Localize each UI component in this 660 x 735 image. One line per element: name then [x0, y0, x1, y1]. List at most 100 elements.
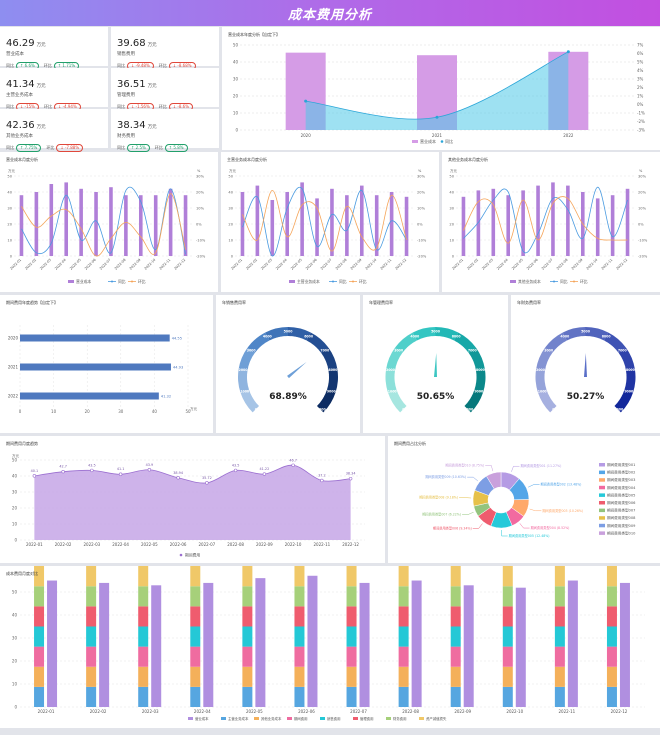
y-tick-label: 2020 [8, 336, 19, 341]
gauge-needle [584, 353, 587, 378]
stack-segment [86, 586, 97, 607]
y2-unit-label: % [418, 169, 422, 173]
y-tick-label: 10 [228, 239, 233, 243]
data-label: 期间费用类型005 (12.48%) [509, 533, 550, 538]
y2-tick-label: 10% [638, 207, 647, 211]
bar [515, 587, 526, 707]
gauge-admin: 0 1000 2000 3000 4000 5000 6000 7000 8000 9000 100… [385, 327, 486, 413]
panel-period-share: 期间费用占比分析 期间费用类型001 (11.27%) 期间费用类型002 (13… [388, 436, 660, 563]
label-leader [467, 476, 478, 482]
gauge-tick [249, 362, 252, 364]
y-tick-label: 20 [449, 223, 454, 227]
x-tick-label: 2022-03 [260, 258, 273, 271]
gauge-tick [546, 387, 552, 390]
x-tick-label: 2022-01 [9, 258, 22, 271]
panel-gauge-admin: 年管理费用率 0 1000 2000 3000 4000 5000 6000 7000 8000… [363, 295, 508, 433]
mom-label: 环比 [43, 63, 52, 68]
x-tick-label: 30 [118, 409, 124, 414]
gauge-arc [395, 332, 417, 353]
legend-label: 主营业务成本 [297, 279, 320, 284]
gauge-arc [412, 327, 436, 341]
stack-segment [86, 666, 97, 687]
gauge-tick-label: 5000 [581, 330, 591, 334]
x-tick-label: 2022-03 [39, 258, 52, 271]
x-tick-label: 2022-12 [615, 258, 628, 271]
x-tick-label: 2022-06 [526, 258, 539, 271]
main-cost-chart: 万元 % 0 10 20 30 40 50 -20% -10% 0% 10% 20% 30% 2022-01… [228, 169, 426, 284]
legend-label: 环比 [359, 279, 367, 284]
legend-label: 同比 [118, 279, 126, 284]
x-tick-label: 2022-12 [394, 258, 407, 271]
legend-label: 营业成本 [420, 138, 436, 144]
x-tick-label: 2022-05 [290, 258, 303, 271]
legend-label: 同比 [339, 279, 347, 284]
x-tick-label: 2022-04 [496, 258, 509, 271]
x-tick-label: 2022-06 [170, 542, 187, 547]
stack-segment [190, 557, 201, 587]
chart-title: 年财务费用率 [517, 300, 541, 305]
period-yearly-chart: 0 10 20 30 40 50 万元 2020 44.55 2021 44.93 2022 41.32 [8, 325, 198, 414]
page-title: 成本费用分析 [287, 7, 372, 23]
y-tick-label: 0 [231, 255, 234, 259]
area-fill [34, 465, 351, 540]
gauge-tick [560, 344, 562, 347]
monthly-compare-chart: 0 10 20 30 40 50 2022-01 2022-02 2022-03 2022-04 2… [12, 548, 645, 721]
x-tick-label: 2022-04 [54, 258, 67, 271]
stack-segment [138, 586, 149, 607]
x-tick-label: 2022-09 [454, 709, 471, 714]
gauge-needle [287, 361, 307, 379]
data-label: 37.2 [318, 473, 326, 477]
stack-segment [138, 646, 149, 667]
stack-segment [190, 586, 201, 607]
gauge-tick-label: 1000 [388, 389, 398, 393]
legend-label: 期间费用类型002 [607, 470, 635, 475]
mom-badge: ↓ -7.88% [56, 144, 84, 152]
gauge-tick-label: 7000 [320, 348, 330, 352]
x-tick-label: 2022-07 [199, 542, 216, 547]
gauge-tick-label: 2000 [536, 368, 546, 372]
legend-label: 期间费用类型006 [607, 500, 636, 505]
stack-segment [86, 646, 97, 667]
y2-tick-label: 20% [196, 191, 205, 195]
gauge-arc [468, 347, 485, 371]
x-tick-label: 2022-01 [26, 542, 43, 547]
y-tick-label: 10 [7, 239, 12, 243]
gauge-tick [396, 387, 402, 390]
stack-segment [242, 686, 253, 707]
data-label: 期间费用类型003 (10.26%) [542, 508, 583, 513]
stack-segment [606, 626, 617, 647]
gauge-tick [396, 362, 399, 364]
bar [138, 195, 143, 256]
legend-label: 期间费用 [185, 553, 200, 558]
y2-tick-label: 2% [637, 85, 644, 90]
stack-segment [398, 626, 409, 647]
legend-label: 同比 [445, 138, 453, 144]
gauge-tick [621, 392, 624, 394]
chart-title: 年管理费用率 [369, 300, 393, 305]
gauge-arc [238, 369, 250, 393]
gauge-tick [622, 362, 625, 364]
gauge-tick [617, 398, 620, 401]
x-tick-label: 40 [152, 409, 158, 414]
kpi-value: 36.51 [117, 79, 146, 90]
bar [625, 188, 630, 256]
gauge-tick [321, 355, 324, 358]
x-tick-label: 2022-04 [112, 542, 129, 547]
mom-badge: ↑ 5.8% [164, 144, 188, 152]
stack-segment [554, 646, 565, 667]
x-tick-label: 2022-08 [402, 709, 419, 714]
y2-tick-label: -1% [637, 111, 645, 116]
kpi-card: 46.29 万元 营业成本 同比 ↑ 6.6% 环比 ↑ 1.71% [0, 27, 108, 70]
panel-gauge-sales: 年销售费用率 0 1000 2000 3000 4000 5000 6000 7000 8000… [216, 295, 360, 433]
bar [610, 195, 615, 256]
data-point [435, 115, 439, 119]
gauge-arc [624, 369, 636, 393]
data-label: 44.93 [173, 366, 183, 370]
gauge-tick [257, 349, 259, 352]
gauge-tick-label: 9000 [624, 389, 634, 393]
legend-swatch [386, 717, 391, 720]
gauge-tick [265, 342, 268, 345]
label-leader [485, 465, 494, 472]
bar [345, 195, 349, 256]
x-tick-label: 2022-04 [275, 258, 288, 271]
